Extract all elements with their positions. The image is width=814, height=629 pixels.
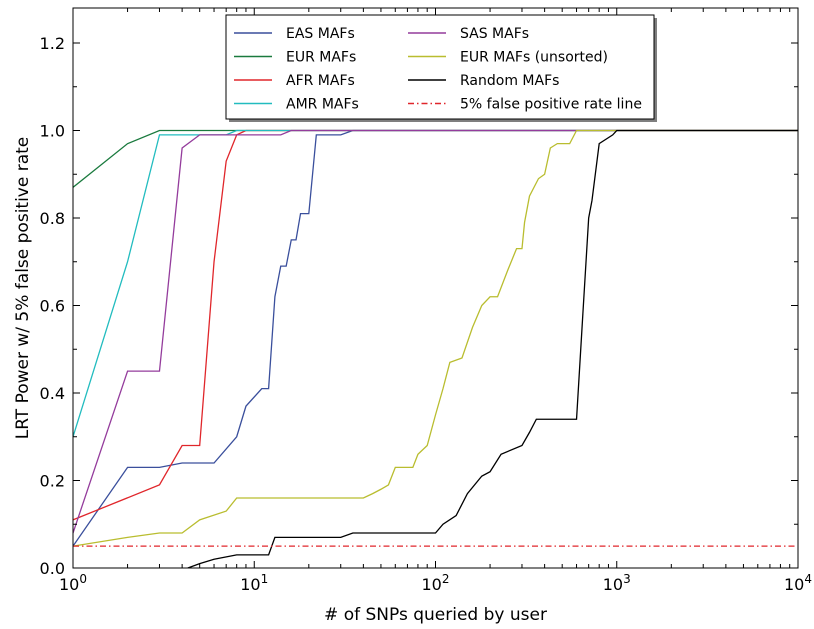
- x-axis-label: # of SNPs queried by user: [324, 605, 547, 625]
- y-tick-label: 0.6: [40, 297, 65, 316]
- x-tick-label: 101: [240, 572, 268, 594]
- y-tick-label: 1.2: [40, 34, 65, 53]
- series-line-6: [187, 129, 798, 568]
- y-tick-label: 0.0: [40, 559, 65, 578]
- series-line-5: [73, 129, 798, 547]
- series-line-1: [73, 129, 798, 188]
- series-group: [73, 129, 798, 568]
- x-tick-label: 104: [784, 572, 812, 594]
- legend-label-5: EUR MAFs (unsorted): [460, 50, 608, 66]
- y-axis-label: LRT Power w/ 5% false positive rate: [13, 137, 33, 440]
- legend-label-7: 5% false positive rate line: [460, 97, 642, 113]
- legend-label-3: AMR MAFs: [286, 97, 359, 113]
- legend-label-6: Random MAFs: [460, 73, 559, 89]
- legend-label-4: SAS MAFs: [460, 26, 529, 42]
- x-tick-label: 102: [422, 572, 450, 594]
- y-tick-label: 0.8: [40, 209, 65, 228]
- y-tick-label: 1.0: [40, 122, 65, 141]
- series-line-3: [73, 129, 798, 437]
- legend-label-2: AFR MAFs: [286, 73, 355, 89]
- legend-label-0: EAS MAFs: [286, 26, 355, 42]
- y-tick-label: 0.2: [40, 472, 65, 491]
- series-line-0: [73, 129, 798, 547]
- x-tick-label: 103: [603, 572, 631, 594]
- y-tick-label: 0.4: [40, 384, 65, 403]
- x-tick-label: 100: [59, 572, 87, 594]
- legend-label-1: EUR MAFs: [286, 50, 356, 66]
- series-line-4: [73, 129, 798, 534]
- series-line-2: [73, 129, 798, 521]
